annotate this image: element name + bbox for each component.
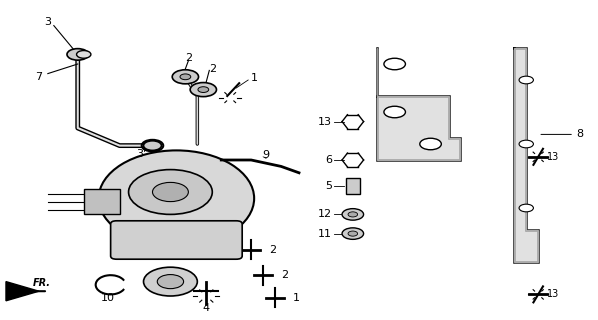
Polygon shape xyxy=(514,48,538,262)
Ellipse shape xyxy=(99,150,254,246)
Circle shape xyxy=(129,170,212,214)
Circle shape xyxy=(420,138,441,150)
Text: 6: 6 xyxy=(325,155,332,165)
Text: 7: 7 xyxy=(35,72,42,82)
Circle shape xyxy=(519,204,533,212)
Circle shape xyxy=(190,83,216,97)
Text: 13: 13 xyxy=(547,289,559,300)
Text: 8: 8 xyxy=(576,129,584,140)
Text: 1: 1 xyxy=(251,73,258,84)
Text: 3: 3 xyxy=(136,148,144,159)
Circle shape xyxy=(152,182,188,202)
Circle shape xyxy=(384,58,405,70)
Circle shape xyxy=(519,140,533,148)
Circle shape xyxy=(157,275,184,289)
Text: 1: 1 xyxy=(293,292,300,303)
Text: 2: 2 xyxy=(185,52,192,63)
Text: 2: 2 xyxy=(281,270,288,280)
Circle shape xyxy=(342,228,364,239)
Circle shape xyxy=(144,267,197,296)
Text: 9: 9 xyxy=(263,150,270,160)
Polygon shape xyxy=(6,282,39,301)
Circle shape xyxy=(77,51,91,58)
Circle shape xyxy=(144,141,161,150)
Polygon shape xyxy=(377,48,460,160)
Text: 11: 11 xyxy=(318,228,332,239)
Circle shape xyxy=(348,231,358,236)
Circle shape xyxy=(519,76,533,84)
Text: FR.: FR. xyxy=(33,278,51,288)
Circle shape xyxy=(172,70,199,84)
Text: 3: 3 xyxy=(44,17,51,28)
FancyBboxPatch shape xyxy=(111,221,242,259)
Text: 13: 13 xyxy=(318,116,332,127)
Circle shape xyxy=(384,106,405,118)
Circle shape xyxy=(342,209,364,220)
Text: 10: 10 xyxy=(100,292,115,303)
Text: 2: 2 xyxy=(209,64,216,74)
Text: 13: 13 xyxy=(547,152,559,162)
Text: 4: 4 xyxy=(203,303,210,313)
Circle shape xyxy=(348,212,358,217)
Bar xyxy=(346,178,360,194)
Text: 2: 2 xyxy=(269,244,276,255)
Circle shape xyxy=(198,87,209,92)
Circle shape xyxy=(180,74,191,80)
Text: 12: 12 xyxy=(318,209,332,220)
Circle shape xyxy=(67,49,89,60)
Bar xyxy=(84,189,120,214)
Text: 5: 5 xyxy=(325,180,332,191)
